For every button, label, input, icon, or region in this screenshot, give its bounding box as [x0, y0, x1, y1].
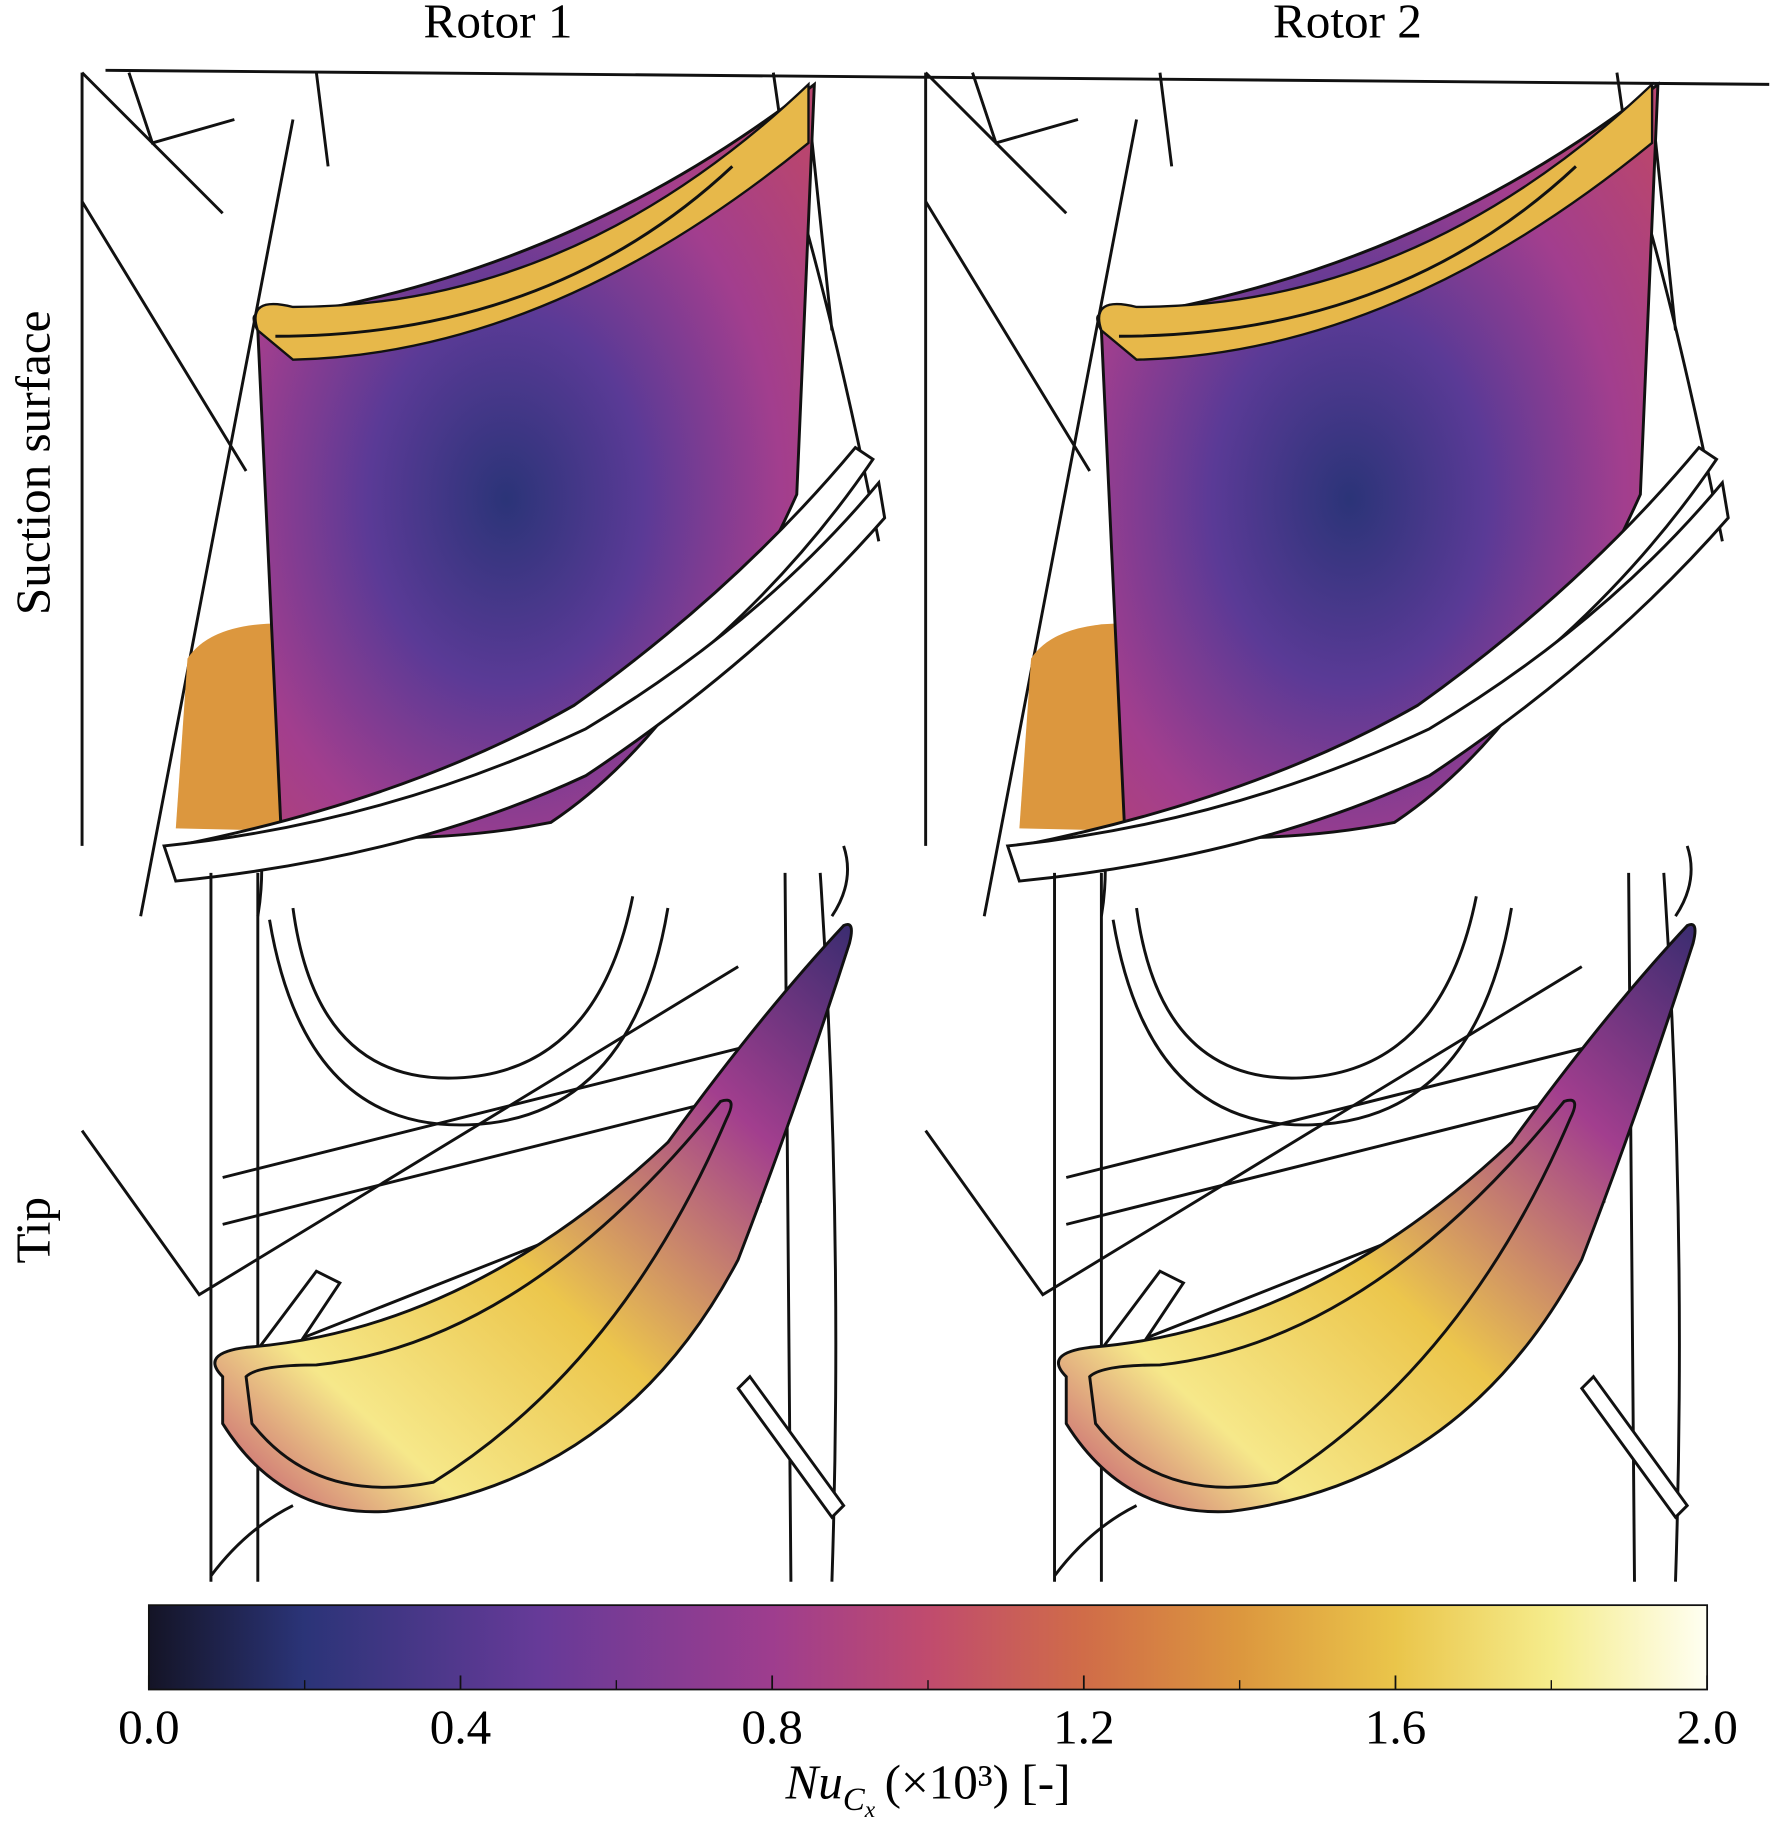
column-title: Rotor 1 [424, 0, 573, 48]
colorbar-label: NuCx (×10³) [-] [785, 1754, 1071, 1823]
tick-label: 1.2 [1053, 1699, 1114, 1754]
label-symbol: Nu [785, 1754, 843, 1809]
row-label: Tip [5, 1197, 60, 1264]
row-label: Suction surface [5, 311, 60, 616]
tick-label: 2.0 [1676, 1699, 1737, 1754]
tick-label: 0.0 [118, 1699, 179, 1754]
tip-panel [80, 871, 853, 1584]
casing-line [105, 68, 1770, 86]
label-rest: (×10³) [-] [885, 1754, 1071, 1809]
tip-panel [924, 871, 1697, 1584]
colorbar [147, 1604, 1709, 1691]
label-subscript: C [843, 1782, 866, 1818]
suction-panel [924, 71, 1730, 918]
suction-panel [80, 71, 887, 918]
column-title: Rotor 2 [1273, 0, 1422, 48]
tick-label: 0.8 [741, 1699, 802, 1754]
tick-label: 1.6 [1365, 1699, 1426, 1754]
label-sub-subscript: x [864, 1797, 876, 1823]
colorbar-axis: 0.0 0.4 0.8 1.2 1.6 2.0 [118, 1675, 1738, 1754]
tick-label: 0.4 [430, 1699, 491, 1754]
